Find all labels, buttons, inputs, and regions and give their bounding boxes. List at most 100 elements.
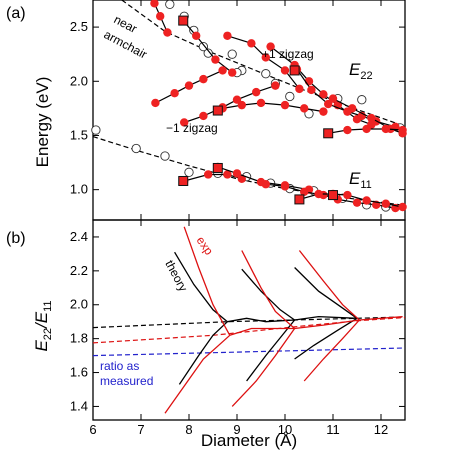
filled-circle-point (381, 199, 390, 208)
filled-circle-point (343, 125, 352, 135)
square-marker (328, 190, 338, 201)
square-marker (294, 194, 305, 205)
x-tick-label: 10 (278, 422, 292, 437)
open-circle-point (357, 95, 367, 105)
square-marker (212, 162, 223, 173)
filled-circle-point (319, 90, 328, 99)
exp-curve (241, 250, 296, 329)
annotation-e22: E22 (349, 60, 373, 82)
filled-circle-point (156, 12, 165, 21)
filled-circle-point (232, 169, 242, 178)
exp-curve (164, 334, 231, 414)
panel-b-y-tick-label: 1.6 (70, 365, 88, 380)
filled-circle-point (300, 104, 309, 113)
theory-curve (294, 267, 358, 319)
filled-circle-point (237, 174, 246, 184)
panel-b-y-tick-label: 1.4 (70, 398, 88, 413)
filled-circle-point (295, 84, 304, 94)
filled-circle-point (324, 99, 333, 109)
filled-circle-point (192, 31, 201, 40)
armchair-guide-line (121, 0, 401, 126)
panel-a-y-tick-label: 1.0 (70, 182, 88, 197)
filled-circle-point (319, 107, 328, 116)
filled-circle-point (218, 66, 227, 75)
square-marker (178, 15, 189, 26)
filled-circle-point (266, 42, 275, 51)
open-circle-point (131, 143, 141, 154)
filled-circle-point (367, 113, 376, 123)
filled-circle-point (398, 202, 407, 212)
filled-circle-point (223, 170, 232, 179)
dashed-line-ratio-as-measured (92, 347, 406, 357)
family-line-plus1 (296, 69, 396, 128)
filled-circle-point (163, 28, 172, 37)
panel-a-y-tick-label: 2.0 (70, 73, 88, 88)
filled-circle-point (300, 187, 309, 197)
filled-circle-point (381, 124, 390, 134)
x-tick-label: 8 (185, 422, 192, 437)
filled-circle-point (228, 68, 237, 77)
filled-circle-point (280, 100, 290, 110)
open-circle-point (160, 151, 170, 161)
filled-circle-point (199, 74, 208, 84)
annotation-minus1-zigzag: −1 zigzag (166, 121, 218, 135)
x-tick-label: 11 (326, 422, 340, 437)
open-circle-point (261, 69, 271, 79)
filled-circle-point (199, 111, 208, 121)
panel-a-y-label: Energy (eV) (33, 77, 52, 168)
filled-circle-point (211, 55, 220, 64)
family-line-plus1 (182, 20, 233, 74)
theory-curve (294, 317, 358, 360)
theory-curve (227, 317, 295, 323)
open-circle-point (184, 167, 194, 177)
filled-circle-point (307, 85, 316, 95)
theory-curve (241, 268, 295, 321)
x-tick-label: 9 (233, 422, 240, 437)
filled-circle-point (314, 189, 323, 199)
open-circle-point (198, 41, 209, 52)
exp-curve (359, 315, 403, 321)
filled-circle-point (362, 196, 371, 205)
panel-a-y-tick-label: 1.5 (70, 127, 88, 142)
theory-curve (178, 321, 228, 385)
exp-curve (298, 250, 360, 321)
filled-circle-point (223, 31, 232, 40)
filled-circle-point (304, 77, 314, 86)
filled-circle-point (271, 81, 280, 90)
panel-a-y-tick-label: 2.5 (70, 19, 88, 34)
x-tick-label: 6 (89, 422, 96, 437)
filled-circle-point (328, 94, 338, 103)
filled-circle-point (237, 100, 246, 110)
panel-b-y-tick-label: 2.2 (70, 263, 88, 278)
filled-circle-point (170, 89, 179, 98)
open-circle-point (227, 49, 237, 59)
exp-curve (229, 327, 295, 336)
annotation-exp: exp (194, 234, 217, 258)
filled-circle-point (280, 182, 290, 191)
filled-circle-point (180, 118, 189, 127)
filled-circle-point (398, 125, 407, 135)
panel-b-y-tick-label: 2.0 (70, 297, 88, 312)
square-marker (323, 128, 334, 139)
annotation-ratio-line1: ratio as (100, 359, 139, 373)
filled-circle-point (256, 98, 266, 108)
panel-b: (b) 1.4 1.6 1.8 2.0 2.2 2.4 6 7 8 9 10 11 12 E22/E11… (6, 219, 406, 450)
square-marker (289, 65, 300, 76)
panel-b-y-label: E22/E11 (32, 300, 54, 351)
theory-curve (294, 315, 358, 321)
family-line-plus1 (227, 35, 300, 90)
x-tick-label: 12 (374, 422, 388, 437)
open-circle-point (203, 48, 213, 58)
exp-curve (183, 226, 231, 336)
filled-circle-point (232, 95, 242, 104)
annotation-theory: theory (162, 258, 190, 294)
annotation-ratio-line2: measured (100, 374, 153, 388)
panel-b-y-tick-label: 1.8 (70, 331, 88, 346)
filled-circle-point (150, 0, 159, 8)
annotation-e11: E11 (349, 169, 372, 191)
filled-circle-point (261, 53, 270, 62)
exp-curve (231, 328, 296, 407)
x-axis-label: Diameter (Å) (201, 431, 297, 450)
filled-circle-point (204, 170, 213, 179)
